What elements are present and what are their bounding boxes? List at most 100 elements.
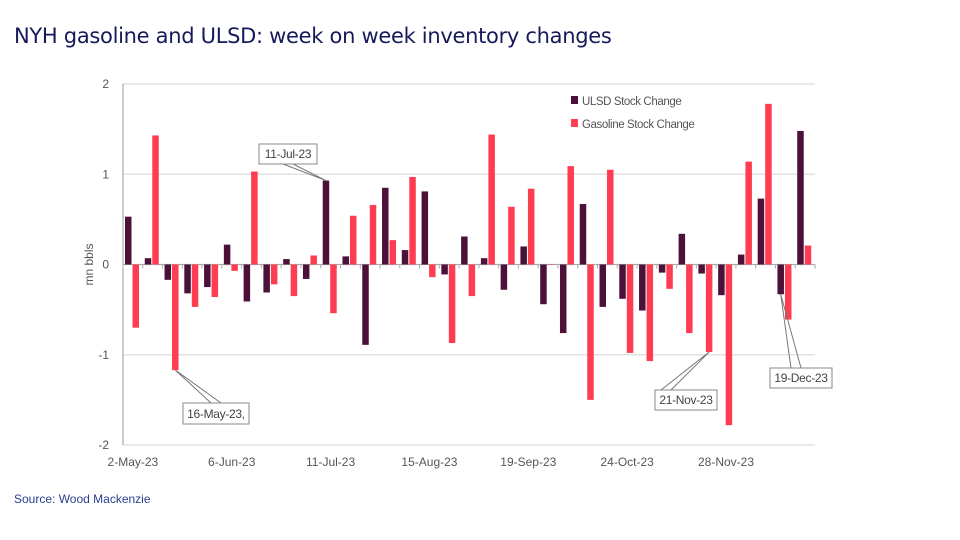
bar-ulsd [500,264,508,290]
source-note: Source: Wood Mackenzie [14,492,151,506]
legend-swatch [571,96,578,104]
bar-ulsd [520,246,527,265]
bar-gasoline [369,204,377,265]
bar-ulsd [362,264,369,345]
bar-gasoline [784,264,792,320]
bar-ulsd [797,130,804,265]
annotation-label: 19-Dec-23 [774,371,828,385]
y-tick-label: 0 [102,258,109,272]
bar-ulsd [441,264,448,275]
bar-gasoline [211,264,219,297]
bar-ulsd [283,259,290,265]
bar-ulsd [698,264,705,274]
bar-ulsd [619,264,626,299]
y-axis-label: mn bbls [82,243,96,285]
annotation-leader [660,351,710,391]
x-tick-label: 19-Sep-23 [500,455,556,469]
x-tick-label: 28-Nov-23 [698,455,754,469]
bar-gasoline [310,255,317,265]
bar-ulsd [342,256,349,265]
bar-gasoline [567,166,574,265]
bar-ulsd [757,198,765,265]
x-tick-label: 6-Jun-23 [208,455,256,469]
bar-ulsd [579,204,587,265]
bar-ulsd [658,264,666,273]
x-tick-label: 2-May-23 [108,455,159,469]
annotation-leader [282,163,327,182]
bar-gasoline [705,264,713,353]
bar-gasoline [448,264,456,344]
annotation-label: 21-Nov-23 [659,393,713,407]
bar-gasoline [270,264,278,285]
bar-ulsd [737,254,745,265]
bar-ulsd [599,264,607,307]
bar-gasoline [231,264,238,271]
x-tick-label: 24-Oct-23 [600,455,654,469]
bar-gasoline [646,264,654,362]
bar-ulsd [382,187,389,265]
x-tick-label: 11-Jul-23 [306,455,355,469]
bar-gasoline [488,134,495,265]
bar-gasoline [725,264,733,426]
bar-gasoline [429,264,436,278]
annotation-leader [174,369,222,404]
bar-ulsd [777,264,784,295]
bar-ulsd [322,180,330,265]
bar-gasoline [765,103,772,265]
bar-gasoline [547,264,555,265]
x-tick-label: 15-Aug-23 [401,455,457,469]
bar-gasoline [409,176,416,265]
bar-gasoline [349,215,357,265]
chart-title: NYH gasoline and ULSD: week on week inve… [14,24,612,48]
annotation-box [182,402,250,425]
bar-gasoline [626,264,634,353]
bar-gasoline [468,264,476,297]
bar-gasoline [172,264,179,371]
bar-ulsd [243,264,251,302]
bar-ulsd [421,191,429,265]
bar-gasoline [804,245,812,265]
bar-ulsd [480,258,488,265]
annotation-leader [780,294,802,369]
bar-ulsd [302,264,310,279]
y-tick-label: -1 [98,348,109,362]
bar-ulsd [144,258,152,265]
bar-ulsd [678,233,686,265]
legend-swatch [571,119,578,127]
bar-gasoline [587,264,594,400]
bar-ulsd [204,264,211,288]
bar-ulsd [263,264,270,293]
bar-ulsd [223,244,231,265]
bar-ulsd [540,264,547,305]
bar-ulsd [639,264,646,311]
bar-ulsd [164,264,172,280]
bar-ulsd [184,264,191,294]
y-tick-label: -2 [98,438,109,452]
bar-gasoline [666,264,673,289]
bar-gasoline [508,206,515,265]
bar-ulsd [559,264,567,334]
bar-gasoline [290,264,298,297]
annotation-label: 11-Jul-23 [265,147,312,161]
y-tick-label: 1 [102,167,109,181]
bar-gasoline [686,264,693,334]
bar-gasoline [389,240,397,265]
annotation-label: 16-May-23, [187,407,245,421]
bar-ulsd [401,250,409,265]
annotation-box [654,389,718,411]
bar-gasoline [527,188,535,265]
bar-ulsd [125,216,132,265]
bar-gasoline [745,161,752,265]
bar-ulsd [718,264,725,296]
bar-gasoline [251,171,258,265]
bar-gasoline [330,264,337,314]
bar-ulsd [461,236,468,265]
annotation-box [258,143,318,165]
annotation-box [769,367,833,389]
legend-label: ULSD Stock Change [582,96,681,108]
bar-gasoline [152,135,159,265]
bar-gasoline [132,264,139,328]
y-tick-label: 2 [102,77,109,91]
bar-gasoline [191,264,199,307]
